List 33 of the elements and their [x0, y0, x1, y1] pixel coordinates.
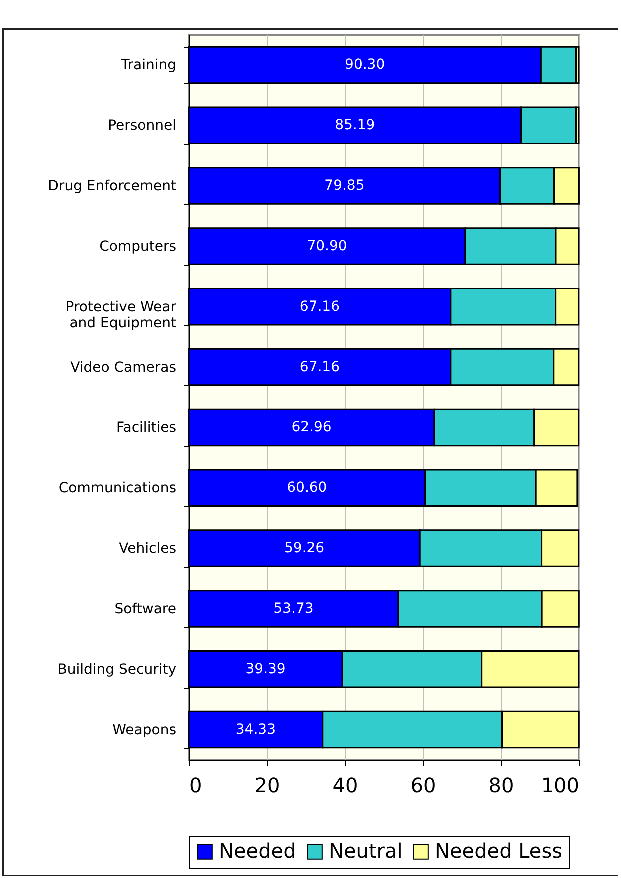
y-tick-label: Personnel [108, 118, 176, 134]
y-tick-label: Building Security [58, 662, 176, 678]
y-tick-label: Video Cameras [70, 360, 176, 376]
data-label: 39.39 [246, 661, 286, 678]
y-tick-label: Facilities [116, 420, 176, 436]
y-tick-label: Communications [58, 480, 176, 497]
x-tick-label: 80 [488, 774, 514, 798]
y-tick-label: Vehicles [119, 541, 176, 558]
data-label: 67.16 [300, 359, 340, 376]
x-tick-label: 20 [254, 774, 280, 798]
data-label: 70.90 [307, 238, 348, 254]
data-label: 34.33 [236, 722, 276, 738]
y-tick-label: Software [114, 601, 176, 618]
y-tick-label: Drug Enforcement [48, 178, 177, 195]
data-label: 67.16 [300, 298, 340, 315]
data-label: 53.73 [274, 600, 314, 617]
data-label: 60.60 [287, 480, 328, 496]
legend-label: Neutral [329, 839, 403, 863]
data-label: 85.19 [335, 118, 376, 134]
data-label: 62.96 [292, 420, 332, 436]
data-label: 79.85 [324, 178, 365, 194]
x-tick-label: 0 [190, 774, 202, 798]
legend-label: Needed Less [435, 839, 563, 863]
x-tick-label: 60 [410, 774, 436, 798]
x-tick-label: 100 [541, 774, 580, 798]
y-tick-label: Training [120, 58, 176, 74]
x-tick-label: 40 [332, 774, 358, 798]
legend-label: Needed [219, 839, 296, 863]
y-tick-label: Protective Wear and Equipment [66, 299, 177, 332]
y-tick-label: Computers [100, 238, 176, 255]
y-tick-label: Weapons [112, 722, 176, 738]
data-label: 59.26 [284, 540, 325, 557]
data-label: 90.30 [345, 57, 386, 74]
